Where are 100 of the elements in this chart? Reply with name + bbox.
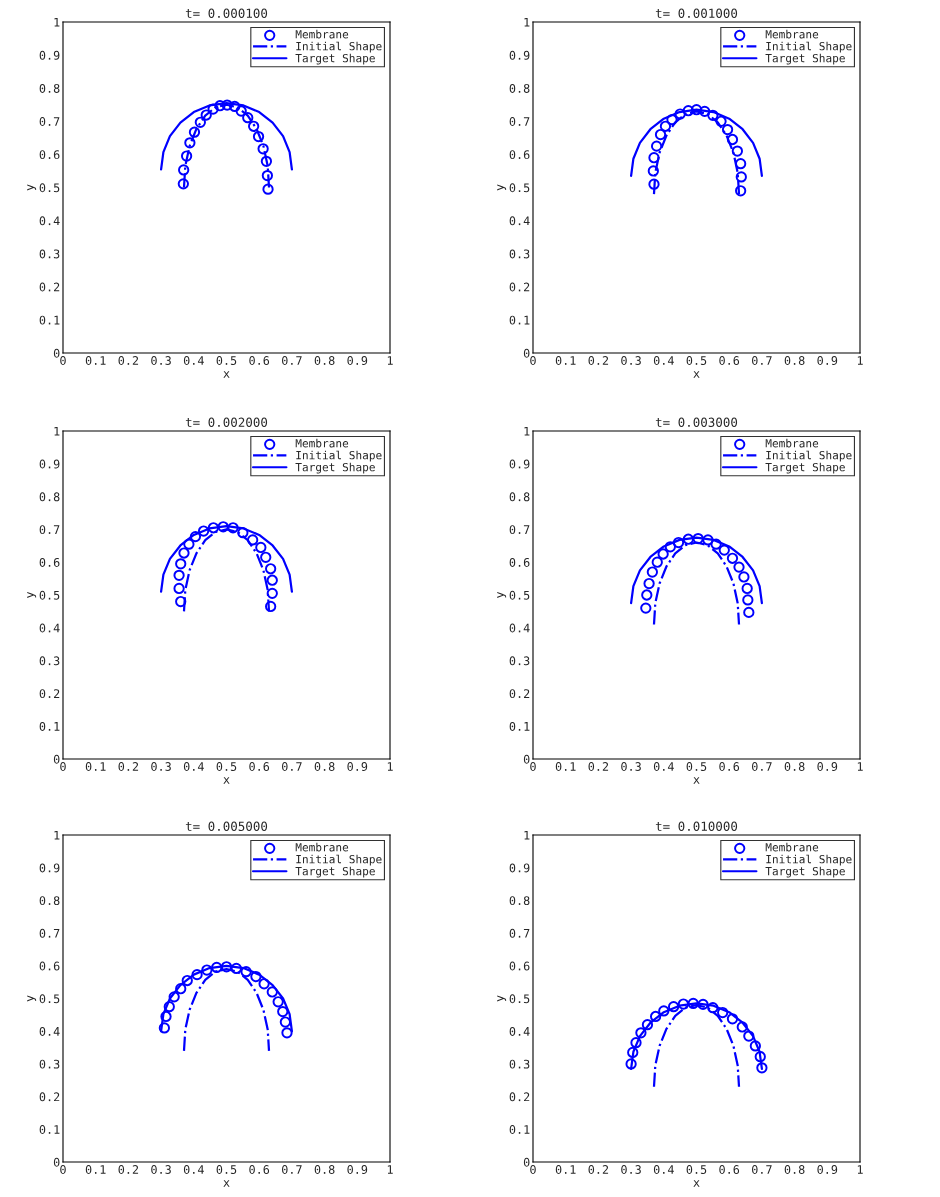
y-tick-label: 0.5 xyxy=(39,590,60,600)
legend-label: Membrane xyxy=(765,438,819,448)
y-tick-label: 0.6 xyxy=(39,150,60,160)
y-tick-label: 0.1 xyxy=(39,315,60,325)
x-tick-label: 0.4 xyxy=(183,356,204,365)
x-tick-label: 0.6 xyxy=(249,356,270,365)
x-tick-label: 0.3 xyxy=(151,762,171,771)
y-tick-label: 0.6 xyxy=(39,961,60,971)
y-tick-label: 0.2 xyxy=(39,282,60,292)
x-tick-label: 1 xyxy=(857,762,863,771)
x-tick-label: 0.9 xyxy=(347,1165,368,1174)
y-tick-label: 0.2 xyxy=(509,282,530,292)
y-tick-label: 0.7 xyxy=(509,525,530,535)
y-tick-label: 1 xyxy=(524,17,530,27)
x-tick-label: 0.1 xyxy=(85,356,106,365)
y-tick-label: 0.2 xyxy=(39,689,60,699)
y-tick-label: 1 xyxy=(54,830,60,840)
y-axis-title: y xyxy=(27,184,37,191)
x-tick-label: 0.8 xyxy=(314,356,335,365)
chart-title: t= 0.000100 xyxy=(185,8,268,19)
y-tick-label: 0.4 xyxy=(509,623,530,633)
x-tick-label: 0.4 xyxy=(653,762,674,771)
y-tick-label: 0.7 xyxy=(39,117,60,126)
x-tick-label: 0.1 xyxy=(555,356,576,365)
x-tick-label: 0.2 xyxy=(118,1165,139,1174)
x-tick-label: 0 xyxy=(530,762,536,771)
x-tick-label: 0.6 xyxy=(249,762,270,771)
x-tick-label: 0.9 xyxy=(347,356,368,365)
x-tick-label: 0.7 xyxy=(282,356,302,365)
y-tick-label: 0.4 xyxy=(509,1026,530,1036)
legend-label: Membrane xyxy=(765,29,819,39)
chart-title: t= 0.010000 xyxy=(655,821,738,832)
y-tick-label: 0 xyxy=(523,348,530,358)
y-tick-label: 1 xyxy=(54,17,60,27)
x-axis-title: x xyxy=(693,777,700,784)
x-tick-label: 0.8 xyxy=(784,762,805,771)
x-tick-label: 0.7 xyxy=(752,762,772,771)
x-tick-label: 0.1 xyxy=(85,762,106,771)
y-tick-label: 0.8 xyxy=(39,896,60,906)
y-axis-title: y xyxy=(497,184,507,191)
x-tick-label: 1 xyxy=(387,1165,393,1174)
x-tick-label: 0 xyxy=(530,1165,536,1174)
x-tick-label: 0.4 xyxy=(183,1165,204,1174)
legend-label: Target Shape xyxy=(765,53,845,65)
legend-label: Target Shape xyxy=(295,53,375,65)
x-tick-label: 0.5 xyxy=(216,356,237,365)
y-tick-label: 0.3 xyxy=(509,1059,530,1069)
legend-label: Initial Shape xyxy=(766,854,852,866)
x-tick-label: 0.7 xyxy=(282,1165,302,1174)
x-tick-label: 0.8 xyxy=(314,762,335,771)
x-tick-label: 0.8 xyxy=(784,356,805,365)
y-axis-title: y xyxy=(27,591,37,598)
legend-label: Target Shape xyxy=(295,866,375,878)
x-tick-label: 0.7 xyxy=(752,1165,772,1174)
y-tick-label: 0.7 xyxy=(39,928,60,938)
legend-label: Initial Shape xyxy=(296,41,382,53)
chart-title: t= 0.001000 xyxy=(655,8,738,19)
y-tick-label: 0.3 xyxy=(509,249,530,259)
x-tick-label: 0.2 xyxy=(118,356,139,365)
y-tick-label: 0.9 xyxy=(39,50,60,60)
y-tick-label: 0 xyxy=(53,348,60,358)
x-tick-label: 0.2 xyxy=(588,762,609,771)
chart-title: t= 0.003000 xyxy=(655,417,738,428)
y-axis-title: y xyxy=(497,995,507,1002)
y-tick-label: 0.9 xyxy=(509,863,530,873)
legend-label: Membrane xyxy=(765,842,819,852)
x-tick-label: 0.9 xyxy=(347,762,368,771)
x-tick-label: 0.2 xyxy=(588,356,609,365)
x-tick-label: 0.8 xyxy=(314,1165,335,1174)
y-tick-label: 0.9 xyxy=(39,459,60,469)
y-tick-label: 0.5 xyxy=(39,994,60,1004)
y-tick-label: 0.2 xyxy=(509,1092,530,1102)
x-tick-label: 0.7 xyxy=(752,356,772,365)
x-tick-label: 0.7 xyxy=(282,762,302,771)
x-tick-label: 0.3 xyxy=(151,1165,171,1174)
x-tick-label: 0.4 xyxy=(653,1165,674,1174)
x-tick-label: 0.6 xyxy=(249,1165,270,1174)
y-tick-label: 0.4 xyxy=(39,1026,60,1036)
x-tick-label: 0.4 xyxy=(653,356,674,365)
y-tick-label: 0.4 xyxy=(509,216,530,226)
legend-label: Membrane xyxy=(295,438,349,448)
y-tick-label: 0.7 xyxy=(39,525,60,535)
y-tick-label: 0.6 xyxy=(509,961,530,971)
x-tick-label: 0.5 xyxy=(216,762,237,771)
y-tick-label: 1 xyxy=(524,830,530,840)
x-tick-label: 0.3 xyxy=(151,356,171,365)
x-axis-title: x xyxy=(693,1180,700,1187)
x-tick-label: 0 xyxy=(530,356,536,365)
y-tick-label: 0.6 xyxy=(509,150,530,160)
legend-label: Target Shape xyxy=(765,866,845,878)
legend-label: Initial Shape xyxy=(766,450,852,462)
x-tick-label: 0.9 xyxy=(817,1165,838,1174)
y-tick-label: 0.2 xyxy=(39,1092,60,1102)
y-tick-label: 0.5 xyxy=(39,183,60,193)
y-tick-label: 0 xyxy=(523,1157,530,1167)
y-tick-label: 0.8 xyxy=(509,83,530,93)
y-tick-label: 0.3 xyxy=(39,1059,60,1069)
y-tick-label: 0.7 xyxy=(509,117,530,126)
x-tick-label: 0.9 xyxy=(817,762,838,771)
x-tick-label: 0.4 xyxy=(183,762,204,771)
